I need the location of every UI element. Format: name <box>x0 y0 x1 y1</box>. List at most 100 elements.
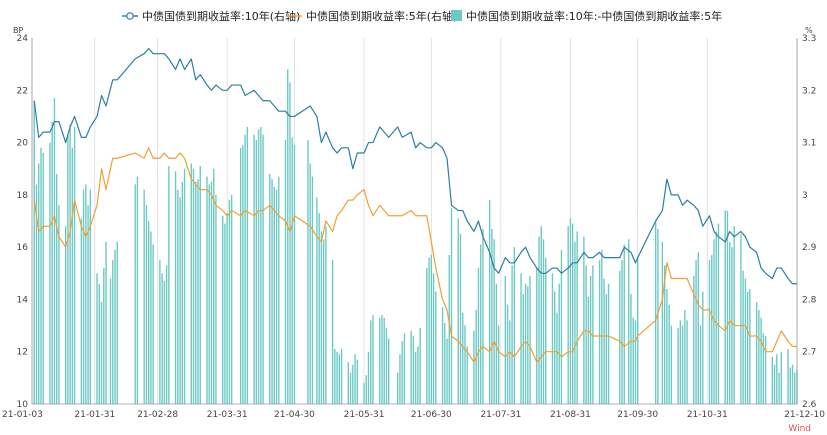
spread-bar <box>511 265 513 404</box>
spread-bar <box>105 241 107 404</box>
spread-bar <box>560 249 563 404</box>
spread-bar <box>98 283 100 404</box>
legend-item-spread[interactable]: 中债国债到期收益率:10年:-中债国债到期收益率:5年 <box>451 9 722 23</box>
spread-bar <box>103 268 105 404</box>
spread-bar <box>147 221 150 404</box>
spread-bar <box>495 283 498 404</box>
spread-bar <box>731 247 733 404</box>
spread-bar <box>331 260 334 404</box>
spread-bar <box>630 294 632 404</box>
legend-label-10y: 中债国债到期收益率:10年(右轴) <box>142 9 300 23</box>
spread-bar <box>504 275 507 404</box>
spread-bar <box>370 320 372 404</box>
spread-bar <box>71 147 74 405</box>
spread-bar <box>583 236 585 404</box>
spread-bar <box>316 197 318 404</box>
spread-bar <box>632 317 634 404</box>
spread-bar <box>287 69 289 405</box>
spread-bar <box>33 100 35 405</box>
spread-bar <box>605 294 608 404</box>
spread-bar <box>246 126 249 404</box>
spread-bar <box>255 139 258 404</box>
spread-bar <box>152 244 154 404</box>
spread-bar <box>414 351 417 404</box>
spread-bar <box>513 247 516 404</box>
spread-bar <box>134 184 136 404</box>
legend-item-5y[interactable]: 中债国债到期收益率:5年(右轴) <box>286 9 457 23</box>
spread-bar <box>708 260 711 404</box>
right-tick-label: 2.9 <box>802 243 817 253</box>
legend: 中债国债到期收益率:10年(右轴) 中债国债到期收益率:5年(右轴) 中债国债到… <box>122 9 722 23</box>
spread-bar <box>760 317 762 404</box>
spread-bar <box>473 330 475 404</box>
spread-bar <box>403 333 406 404</box>
spread-bar <box>693 275 695 404</box>
spread-bar <box>551 273 554 404</box>
x-tick-label: 21-12-10 <box>784 410 825 420</box>
spread-bar <box>444 322 446 404</box>
spread-bar <box>109 278 112 404</box>
x-tick-label: 21-01-03 <box>2 410 43 420</box>
spread-bar <box>412 336 415 404</box>
spread-bar <box>116 241 118 404</box>
spread-bar <box>269 173 271 404</box>
spread-bar <box>679 320 682 404</box>
spread-bar <box>35 184 38 404</box>
spread-bar <box>244 134 246 405</box>
spread-bar <box>165 265 168 404</box>
yield-lines <box>33 47 797 363</box>
spread-bar <box>253 134 255 405</box>
left-tick-label: 14 <box>17 295 29 305</box>
spread-bar <box>607 283 610 404</box>
spread-bar <box>466 346 468 404</box>
spread-bar <box>628 239 630 404</box>
spread-bar <box>621 260 623 404</box>
spread-bar <box>69 124 71 405</box>
spread-bar <box>746 291 749 404</box>
spread-bar <box>686 320 688 404</box>
x-tick-label: 21-01-31 <box>74 410 115 420</box>
spread-bar <box>488 200 491 404</box>
spread-bar <box>654 221 657 404</box>
x-tick-label: 21-05-31 <box>344 410 385 420</box>
left-tick-label: 16 <box>17 243 29 253</box>
spread-bar <box>379 317 381 404</box>
spread-bar <box>322 239 325 404</box>
spread-bar <box>181 181 183 404</box>
x-tick-label: 21-08-31 <box>550 410 591 420</box>
spread-bar <box>574 241 576 404</box>
spread-bar <box>239 147 242 405</box>
x-tick-label: 21-06-30 <box>411 410 452 420</box>
spread-bar <box>571 223 574 404</box>
spread-bar <box>520 273 522 404</box>
spread-bar <box>661 241 664 404</box>
spread-bar <box>527 286 529 404</box>
spread-bar <box>509 320 511 404</box>
legend-marker-10y <box>126 12 134 20</box>
spread-bar <box>545 257 547 404</box>
line-5y-yield <box>33 147 797 363</box>
spread-bar <box>742 270 744 404</box>
spread-bar <box>585 265 587 404</box>
legend-item-10y[interactable]: 中债国债到期收益率:10年(右轴) <box>122 9 300 23</box>
spread-bar <box>372 315 374 404</box>
spread-bar <box>699 325 702 404</box>
spread-bar <box>764 336 767 404</box>
spread-bar <box>385 328 388 404</box>
spread-bar <box>749 288 751 404</box>
spread-bars <box>33 69 798 405</box>
spread-bar <box>291 137 293 404</box>
spread-bar <box>744 278 747 404</box>
spread-bar <box>197 179 199 404</box>
spread-bar <box>677 328 679 404</box>
spread-bar <box>773 364 776 404</box>
spread-bar <box>349 372 352 404</box>
spread-bar <box>89 189 92 404</box>
spread-bar <box>791 364 794 404</box>
spread-bar <box>477 268 480 404</box>
spread-bar <box>637 257 639 404</box>
left-tick-label: 12 <box>17 348 28 358</box>
spread-bar <box>226 213 228 404</box>
spread-bar <box>762 333 765 404</box>
